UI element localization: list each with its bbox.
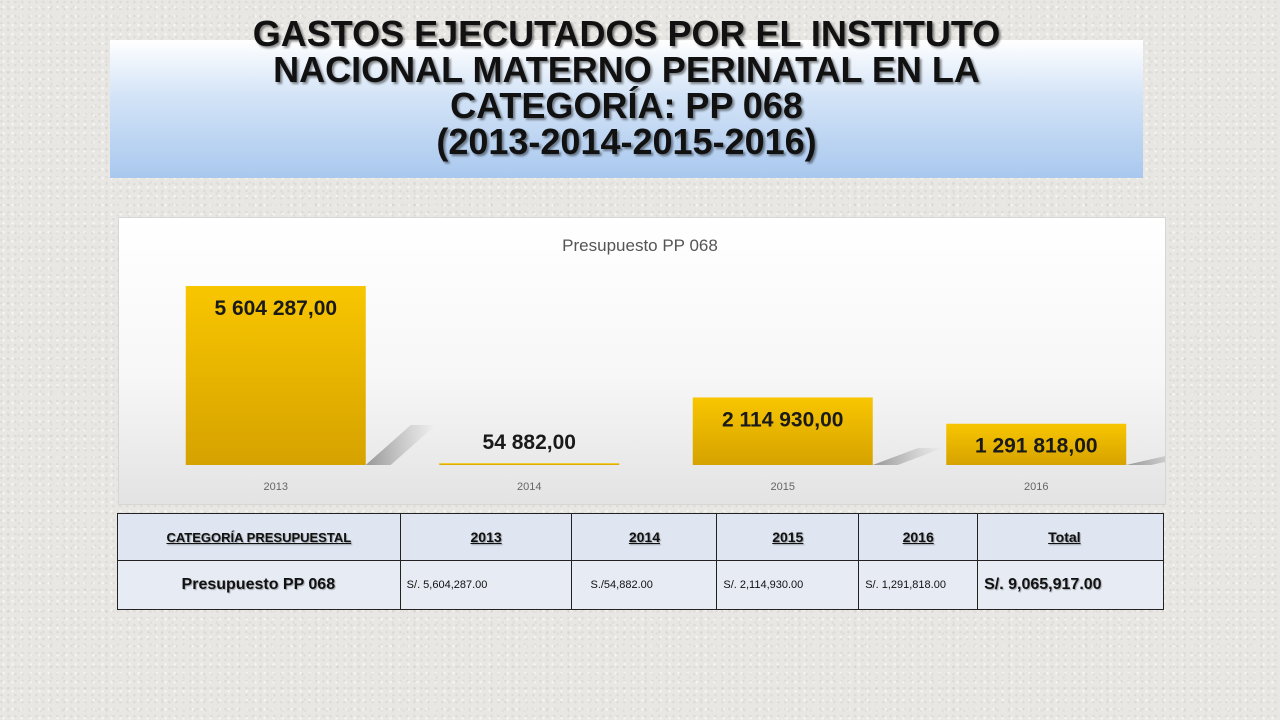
header-category: CATEGORÍA PRESUPUESTAL: [117, 513, 401, 561]
page-title: GASTOS EJECUTADOS POR EL INSTITUTO NACIO…: [110, 16, 1143, 160]
title-line-1: GASTOS EJECUTADOS POR EL INSTITUTO: [252, 13, 1001, 54]
bar-2013: [185, 286, 366, 465]
table-header-row: CATEGORÍA PRESUPUESTAL 2013 2014 2015 20…: [117, 513, 1164, 561]
data-label-2013: 5 604 287,00: [214, 297, 337, 320]
header-2016: 2016: [858, 513, 979, 561]
data-label-2014: 54 882,00: [483, 431, 576, 454]
bar-2014: [439, 463, 620, 465]
x-tick-label-2014: 2014: [517, 481, 541, 493]
bar-2015: [692, 397, 873, 465]
data-label-2015: 2 114 930,00: [722, 408, 843, 431]
title-line-4: (2013-2014-2015-2016): [436, 121, 817, 162]
header-2013: 2013: [399, 513, 573, 561]
row-label: Presupuesto PP 068: [117, 560, 401, 610]
x-tick-label-2015: 2015: [771, 481, 795, 493]
bar-2016: [946, 423, 1127, 465]
data-label-2016: 1 291 818,00: [975, 435, 1098, 458]
cell-total: S/. 9,065,917.00: [977, 560, 1164, 610]
cell-2016: S/. 1,291,818.00: [858, 560, 979, 610]
cell-2015: S/. 2,114,930.00: [716, 560, 860, 610]
chart-svg: Presupuesto PP 068 5 604 287,00 2013 54 88…: [185, 236, 1165, 493]
table-row: Presupuesto PP 068 S/. 5,604,287.00 S./5…: [117, 560, 1164, 610]
header-2014: 2014: [571, 513, 718, 561]
title-line-3: CATEGORÍA: PP 068: [450, 85, 803, 126]
budget-table: CATEGORÍA PRESUPUESTAL 2013 2014 2015 20…: [117, 513, 1164, 610]
x-tick-label-2016: 2016: [1024, 481, 1048, 493]
header-2015: 2015: [716, 513, 860, 561]
bar-shadow-2013: [365, 425, 436, 465]
cell-2013: S/. 5,604,287.00: [399, 560, 573, 610]
x-tick-label-2013: 2013: [264, 481, 288, 493]
bar-shadow-2015: [872, 448, 943, 465]
header-total: Total: [977, 513, 1164, 561]
title-line-2: NACIONAL MATERNO PERINATAL EN LA: [273, 49, 980, 90]
bar-shadow-2016: [1126, 456, 1165, 465]
cell-2014: S./54,882.00: [571, 560, 718, 610]
title-band: [110, 40, 1143, 178]
chart-title: Presupuesto PP 068: [562, 236, 718, 255]
bar-chart: Presupuesto PP 068 5 604 287,00 2013 54 88…: [118, 217, 1166, 505]
